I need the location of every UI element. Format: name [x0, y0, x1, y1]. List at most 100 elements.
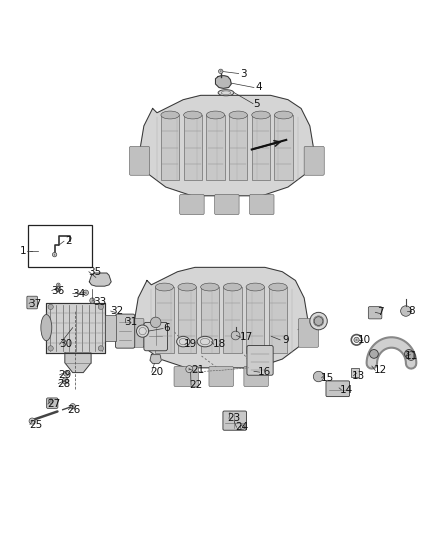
- Text: 2: 2: [65, 236, 72, 246]
- FancyBboxPatch shape: [130, 147, 150, 175]
- Text: 18: 18: [212, 339, 226, 349]
- Circle shape: [150, 317, 161, 328]
- Text: 13: 13: [352, 370, 365, 381]
- Circle shape: [407, 352, 416, 360]
- Text: 9: 9: [282, 335, 289, 345]
- Text: 11: 11: [404, 351, 418, 361]
- Bar: [201, 287, 219, 352]
- Bar: [252, 115, 270, 181]
- Circle shape: [98, 346, 103, 351]
- Ellipse shape: [177, 336, 190, 347]
- Text: 8: 8: [409, 306, 415, 316]
- Text: 30: 30: [59, 339, 72, 349]
- Bar: [269, 287, 287, 352]
- Circle shape: [354, 337, 359, 343]
- FancyBboxPatch shape: [116, 314, 135, 348]
- Bar: [161, 115, 179, 181]
- Circle shape: [240, 425, 245, 430]
- Ellipse shape: [246, 283, 265, 291]
- Circle shape: [70, 403, 75, 409]
- Ellipse shape: [201, 283, 219, 291]
- Text: 20: 20: [150, 367, 163, 377]
- Ellipse shape: [41, 314, 52, 341]
- Circle shape: [219, 69, 223, 74]
- Circle shape: [57, 283, 60, 287]
- Text: 34: 34: [72, 288, 85, 298]
- Bar: [275, 115, 293, 181]
- Ellipse shape: [155, 283, 173, 291]
- Ellipse shape: [137, 325, 149, 337]
- Bar: [223, 287, 242, 352]
- Ellipse shape: [218, 90, 234, 96]
- Text: 6: 6: [163, 324, 170, 334]
- Text: 28: 28: [57, 378, 71, 389]
- FancyBboxPatch shape: [144, 322, 167, 351]
- Text: 33: 33: [94, 297, 107, 308]
- Ellipse shape: [197, 336, 213, 347]
- Polygon shape: [65, 353, 91, 373]
- Circle shape: [56, 287, 61, 292]
- Circle shape: [90, 298, 95, 303]
- Text: 24: 24: [235, 422, 248, 432]
- FancyBboxPatch shape: [368, 306, 382, 319]
- Bar: [155, 287, 173, 352]
- FancyBboxPatch shape: [223, 411, 247, 430]
- Text: 23: 23: [228, 414, 241, 423]
- FancyBboxPatch shape: [124, 318, 144, 348]
- Text: 15: 15: [321, 373, 334, 383]
- FancyBboxPatch shape: [244, 367, 268, 386]
- Bar: [184, 115, 202, 181]
- Ellipse shape: [275, 111, 293, 119]
- Circle shape: [186, 366, 193, 373]
- Text: 27: 27: [47, 399, 60, 409]
- Polygon shape: [89, 273, 111, 286]
- Text: 16: 16: [258, 367, 272, 377]
- FancyBboxPatch shape: [250, 195, 274, 215]
- Bar: [246, 287, 265, 352]
- Polygon shape: [140, 95, 314, 196]
- Text: 5: 5: [254, 99, 260, 109]
- Ellipse shape: [161, 111, 179, 119]
- FancyBboxPatch shape: [27, 296, 37, 309]
- Circle shape: [49, 399, 53, 403]
- Text: 26: 26: [67, 405, 81, 415]
- Text: 4: 4: [256, 83, 262, 93]
- FancyBboxPatch shape: [298, 318, 318, 348]
- Circle shape: [313, 372, 324, 382]
- Polygon shape: [46, 303, 105, 353]
- FancyBboxPatch shape: [247, 345, 273, 375]
- FancyBboxPatch shape: [215, 195, 239, 215]
- Ellipse shape: [223, 283, 242, 291]
- Ellipse shape: [269, 283, 287, 291]
- Text: 37: 37: [28, 298, 41, 309]
- Polygon shape: [150, 354, 161, 364]
- Bar: [105, 314, 116, 341]
- Text: 14: 14: [340, 385, 353, 394]
- Circle shape: [48, 304, 53, 310]
- Ellipse shape: [252, 111, 270, 119]
- FancyBboxPatch shape: [174, 367, 198, 386]
- Text: 31: 31: [124, 317, 138, 327]
- Circle shape: [48, 346, 53, 351]
- Text: 1: 1: [20, 246, 27, 256]
- Text: 17: 17: [240, 332, 253, 342]
- Text: 32: 32: [110, 306, 123, 316]
- Text: 3: 3: [240, 69, 246, 78]
- Circle shape: [29, 418, 35, 424]
- Circle shape: [98, 304, 103, 310]
- Ellipse shape: [206, 111, 225, 119]
- Circle shape: [62, 378, 68, 384]
- Circle shape: [405, 350, 413, 358]
- Text: 35: 35: [88, 266, 101, 277]
- Ellipse shape: [229, 111, 247, 119]
- Bar: [178, 287, 196, 352]
- Bar: [229, 115, 247, 181]
- Text: 36: 36: [51, 286, 64, 295]
- FancyBboxPatch shape: [209, 367, 233, 386]
- Ellipse shape: [184, 111, 202, 119]
- FancyBboxPatch shape: [180, 195, 204, 215]
- Bar: [206, 115, 225, 181]
- Bar: [351, 368, 359, 376]
- Circle shape: [370, 350, 378, 358]
- Circle shape: [314, 317, 323, 326]
